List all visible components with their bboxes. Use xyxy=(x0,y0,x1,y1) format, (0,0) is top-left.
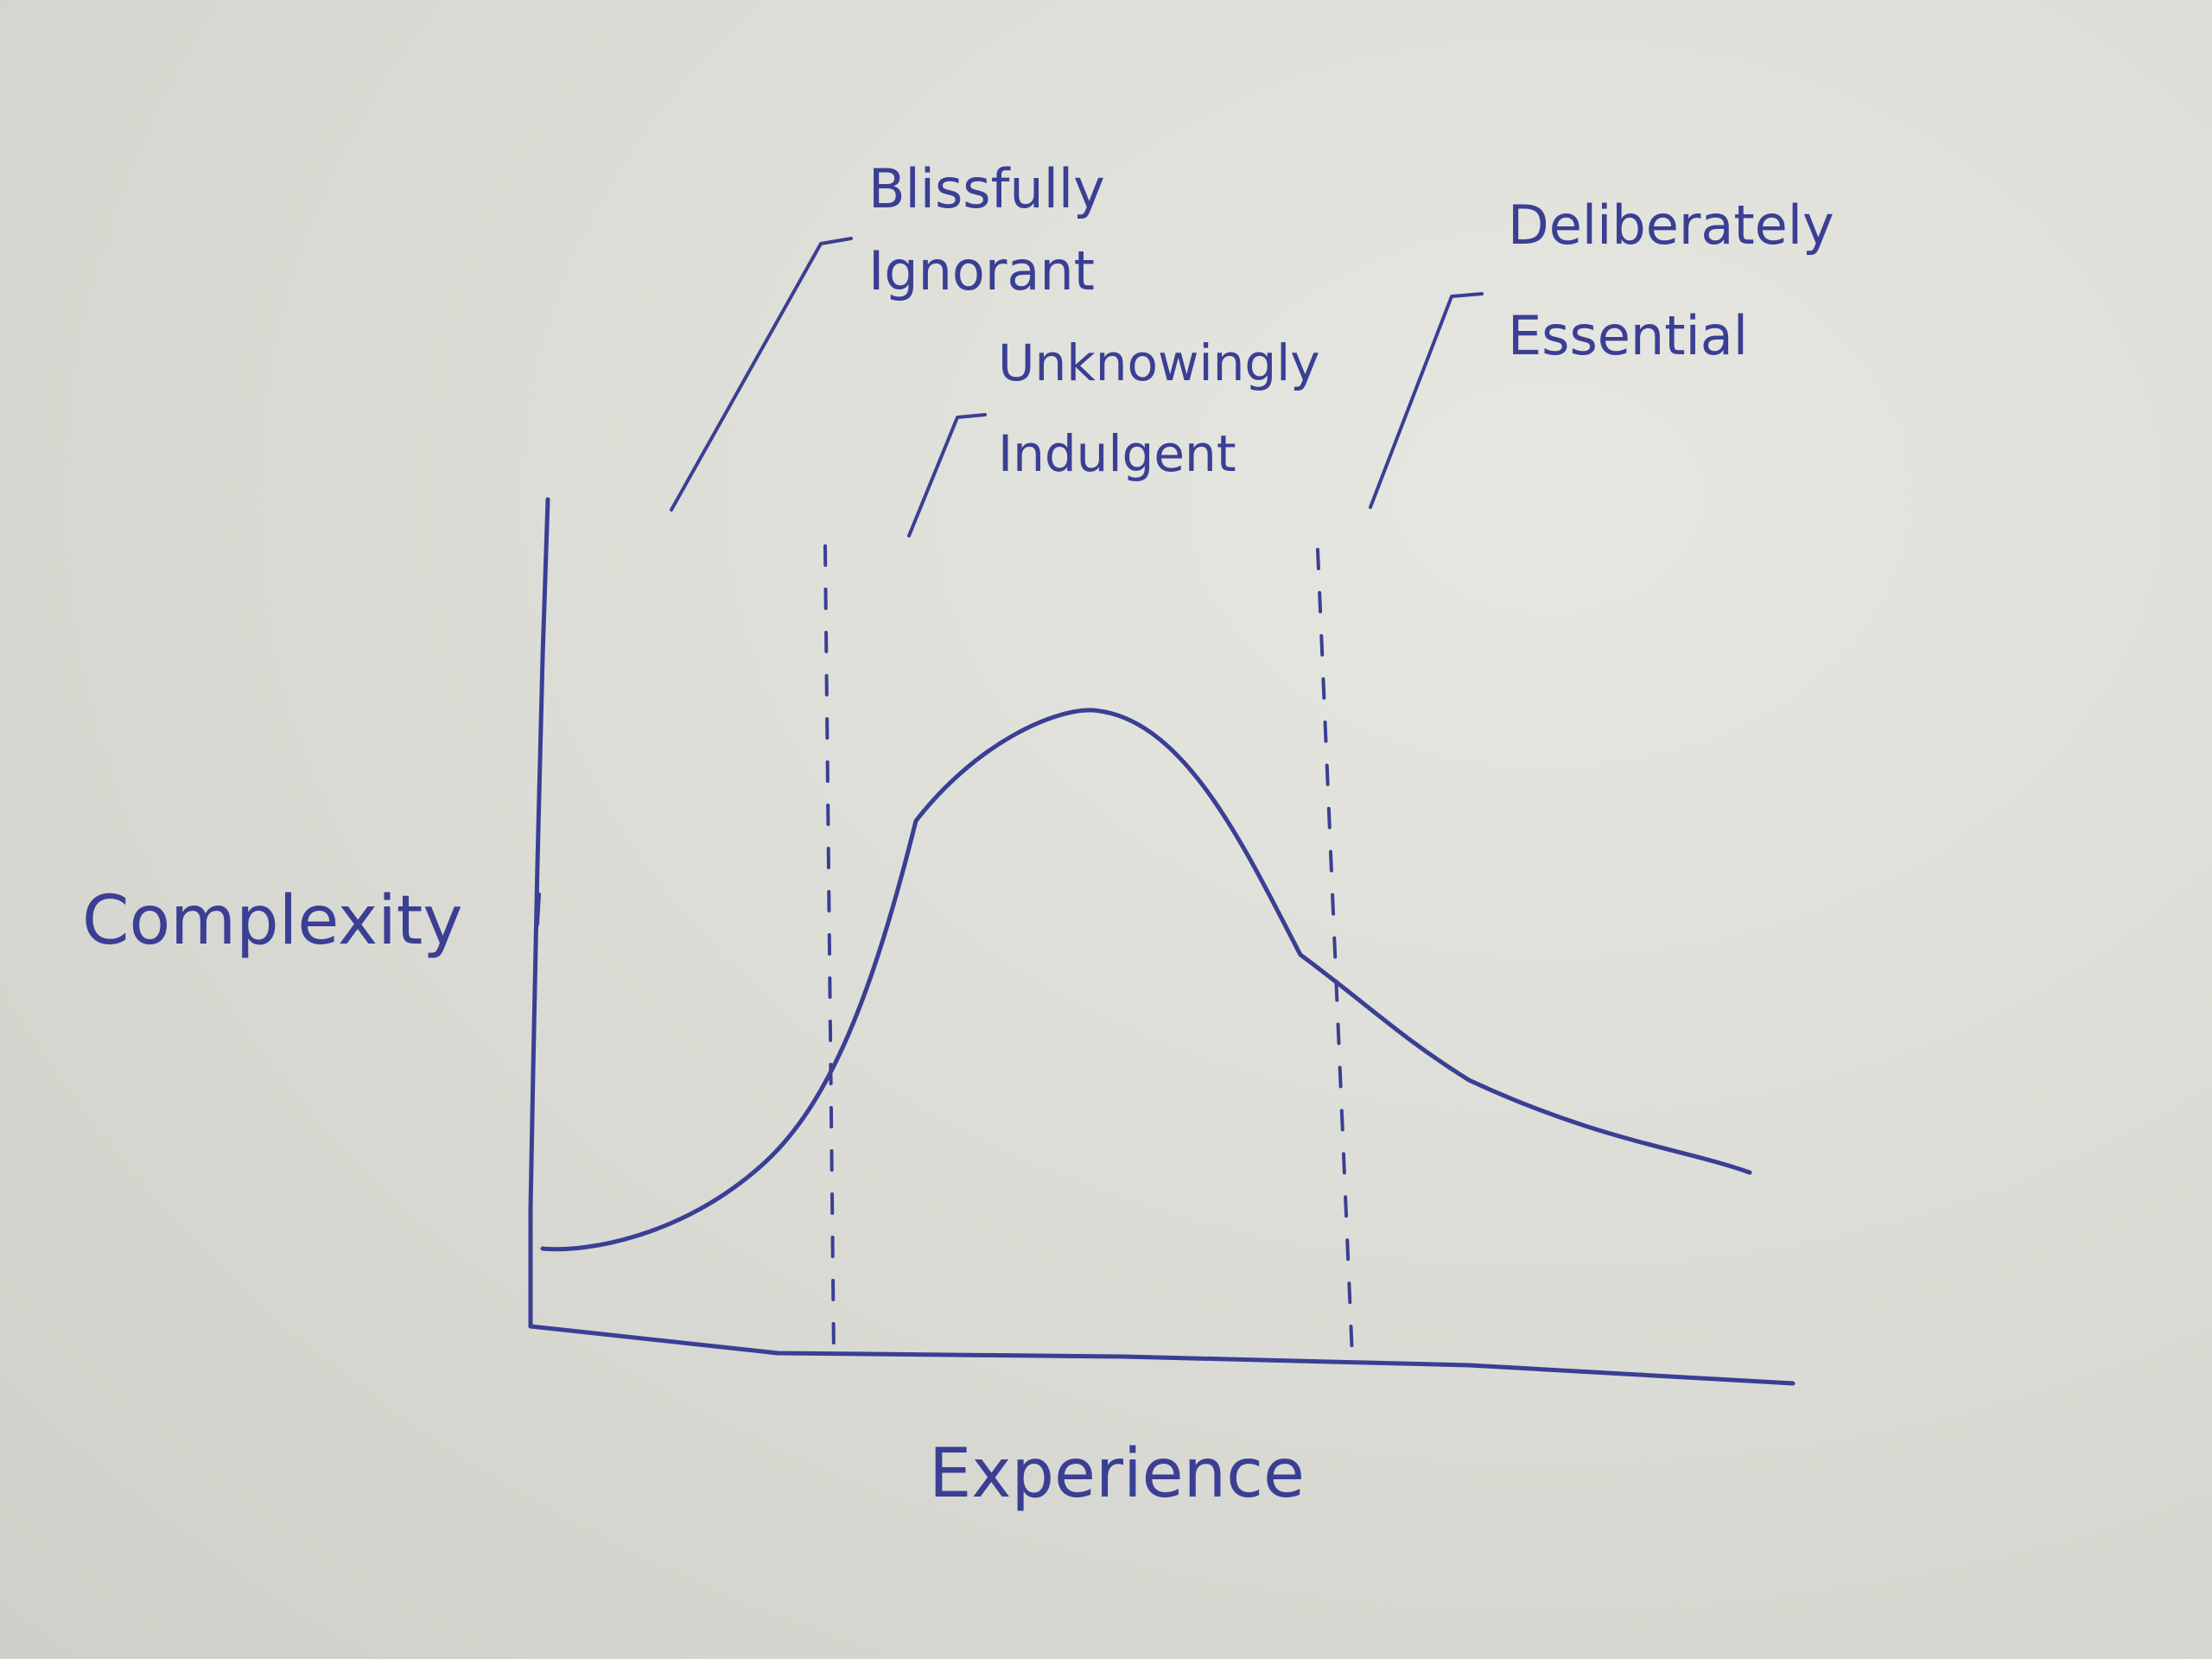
boundary-line-right xyxy=(1316,548,1354,1358)
leader-line-blissfully-ignorant xyxy=(670,237,853,512)
x-axis xyxy=(528,1324,1796,1386)
zone-label-essential: Essential xyxy=(1508,304,1748,367)
zone-label-blissfully: Blissfully xyxy=(868,157,1105,220)
zone-label-indulgent: Indulgent xyxy=(998,424,1236,483)
zone-label-ignorant: Ignorant xyxy=(868,239,1095,302)
y-axis xyxy=(528,497,550,1329)
y-axis-arrowhead xyxy=(536,893,541,926)
x-axis-label: Experience xyxy=(929,1435,1305,1513)
y-axis-label: Complexity xyxy=(82,882,463,960)
boundary-line-left xyxy=(823,544,836,1358)
leader-line-unknowingly-indulgent xyxy=(907,413,987,537)
leader-line-deliberately-essential xyxy=(1369,292,1484,509)
zone-label-unknowingly: Unknowingly xyxy=(998,334,1320,392)
complexity-curve xyxy=(540,708,1752,1252)
zone-label-deliberately: Deliberately xyxy=(1508,194,1834,257)
